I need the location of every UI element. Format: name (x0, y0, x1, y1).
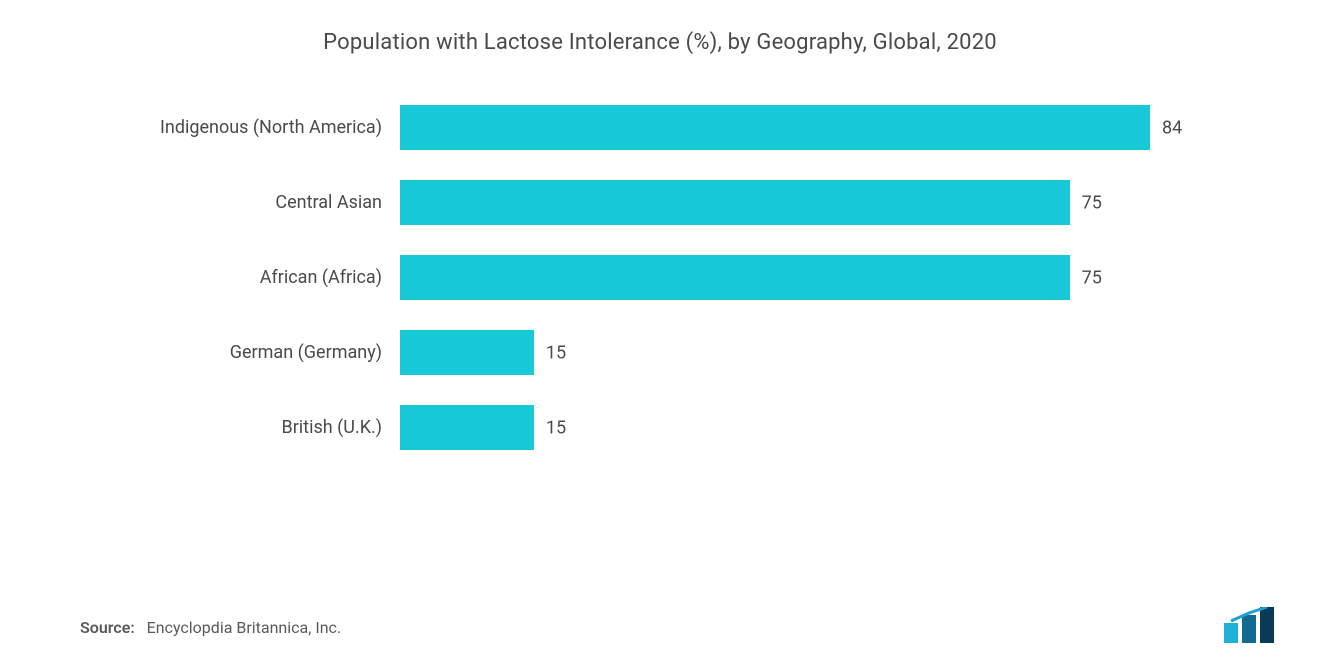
category-label: British (U.K.) (110, 417, 400, 438)
bar-fill: 84 (400, 105, 1150, 150)
bar-fill: 15 (400, 330, 534, 375)
chart-row: Indigenous (North America)84 (110, 105, 1150, 150)
mordor-intelligence-logo (1224, 607, 1280, 643)
chart-row: African (Africa)75 (110, 255, 1150, 300)
chart-row: German (Germany)15 (110, 330, 1150, 375)
category-label: German (Germany) (110, 342, 400, 363)
source-text: Encyclopdia Britannica, Inc. (147, 618, 342, 637)
bar-track: 84 (400, 105, 1150, 150)
bar-fill: 75 (400, 255, 1070, 300)
source-label: Source: (80, 618, 135, 637)
bar-track: 15 (400, 330, 1150, 375)
category-label: Central Asian (110, 192, 400, 213)
value-label: 75 (1082, 267, 1102, 288)
bar-fill: 75 (400, 180, 1070, 225)
value-label: 75 (1082, 192, 1102, 213)
chart-row: British (U.K.)15 (110, 405, 1150, 450)
bar-chart: Indigenous (North America)84Central Asia… (50, 105, 1270, 450)
bar-track: 75 (400, 180, 1150, 225)
category-label: Indigenous (North America) (110, 117, 400, 138)
bar-track: 15 (400, 405, 1150, 450)
category-label: African (Africa) (110, 267, 400, 288)
value-label: 15 (546, 417, 566, 438)
chart-title: Population with Lactose Intolerance (%),… (50, 30, 1270, 55)
source-attribution: Source: Encyclopdia Britannica, Inc. (80, 618, 341, 637)
bar-fill: 15 (400, 405, 534, 450)
value-label: 15 (546, 342, 566, 363)
bar-track: 75 (400, 255, 1150, 300)
value-label: 84 (1162, 117, 1182, 138)
chart-row: Central Asian75 (110, 180, 1150, 225)
